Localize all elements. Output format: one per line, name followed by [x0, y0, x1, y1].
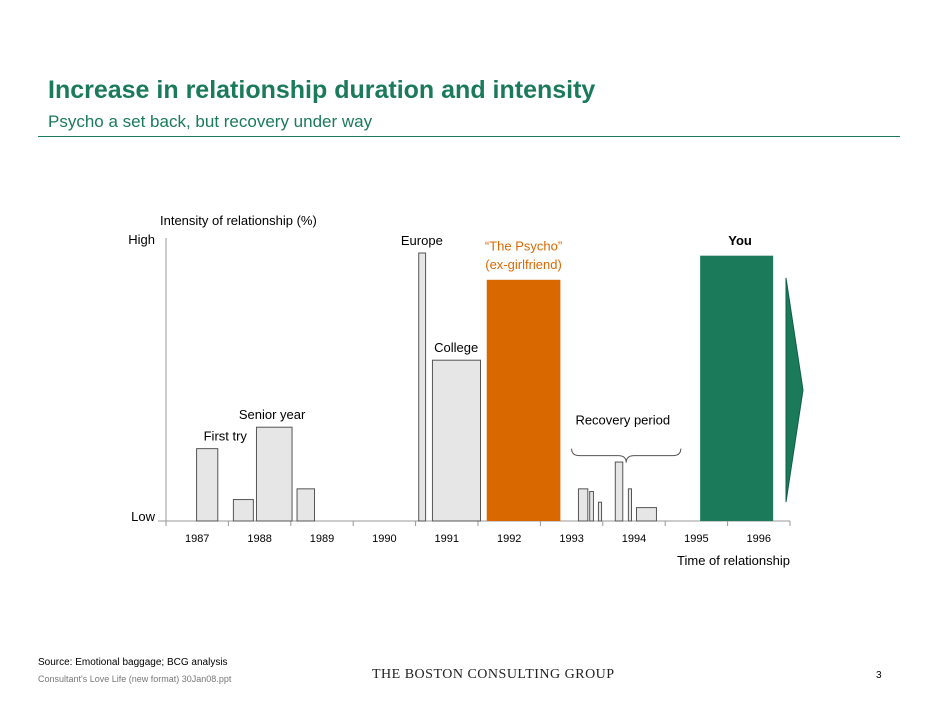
bar-7: [577, 488, 589, 522]
y-axis-title: Intensity of relationship (%): [160, 213, 317, 228]
bar-0: [196, 448, 219, 522]
page-number: 3: [876, 670, 882, 681]
bar-6: [486, 279, 561, 521]
annotation-label: Recovery period: [575, 413, 670, 428]
annotation-label: College: [434, 340, 478, 355]
annotation-label: “The Psycho”: [485, 238, 562, 253]
x-tick-label: 1994: [622, 533, 646, 545]
x-tick-label: 1991: [435, 533, 459, 545]
page-title: Increase in relationship duration and in…: [48, 76, 596, 104]
bar-10: [614, 461, 624, 522]
page-subtitle: Psycho a set back, but recovery under wa…: [48, 112, 373, 131]
source-note: Source: Emotional baggage; BCG analysis: [38, 657, 228, 668]
bar-12: [635, 507, 657, 522]
y-high-label: High: [128, 232, 155, 247]
annotation-label: First try: [204, 429, 248, 444]
x-tick-label: 1992: [497, 533, 521, 545]
file-name: Consultant's Love Life (new format) 30Ja…: [38, 674, 232, 684]
y-low-label: Low: [131, 509, 155, 524]
x-tick-label: 1987: [185, 533, 209, 545]
trend-arrow-icon: [785, 277, 804, 503]
annotation-label: Senior year: [239, 407, 306, 422]
x-tick-label: 1988: [247, 533, 271, 545]
bar-4: [418, 252, 427, 522]
x-tick-label: 1990: [372, 533, 396, 545]
annotation-label: You: [728, 233, 752, 248]
annotation-label: (ex-girlfriend): [485, 257, 562, 272]
bar-3: [296, 488, 316, 522]
bar-9: [597, 501, 603, 522]
annotation-label: Europe: [401, 233, 443, 248]
x-tick-label: 1989: [310, 533, 334, 545]
bar-2: [255, 426, 293, 522]
bar-13: [700, 255, 774, 521]
recovery-brace: [571, 448, 682, 463]
title-divider: [38, 136, 900, 137]
bar-11: [627, 488, 633, 522]
x-tick-label: 1993: [559, 533, 583, 545]
company-logo: THE BOSTON CONSULTING GROUP: [372, 667, 615, 682]
bar-8: [589, 491, 594, 522]
x-tick-label: 1996: [747, 533, 771, 545]
bar-1: [232, 499, 254, 522]
x-tick-label: 1995: [684, 533, 708, 545]
bar-5: [431, 359, 481, 522]
x-axis-title: Time of relationship: [677, 553, 790, 568]
